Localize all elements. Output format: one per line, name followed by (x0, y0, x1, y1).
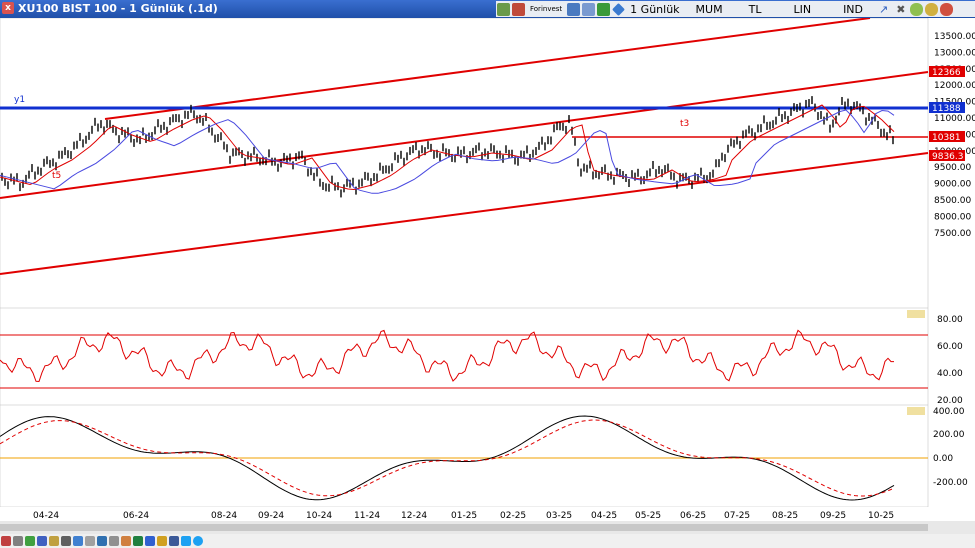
facebook-icon[interactable] (169, 536, 179, 546)
panel-buttons-icon[interactable] (907, 407, 925, 415)
app-icon-13[interactable] (145, 536, 155, 546)
channel-lower-line[interactable] (0, 152, 929, 275)
macd-tick-label: 0.00 (933, 454, 953, 464)
period-button[interactable]: 1 Günlük (630, 2, 680, 16)
price-tick-label: 8000.00 (934, 212, 971, 222)
annotation-t3: t3 (680, 119, 689, 129)
channel-middle-line[interactable] (0, 71, 929, 199)
price-tick-label: 11000.00 (934, 114, 975, 124)
time-tick-label: 11-24 (354, 511, 380, 521)
channel-upper-line[interactable] (104, 18, 871, 120)
time-tick-label: 09-24 (258, 511, 284, 521)
rsi-tick-label: 80.00 (937, 315, 963, 325)
close-window-icon[interactable] (940, 2, 954, 16)
rsi-tick-label: 60.00 (937, 342, 963, 352)
level-label-2: 11388 (932, 104, 961, 114)
scroll-bar[interactable] (0, 521, 975, 534)
pen-icon[interactable] (597, 2, 611, 16)
time-tick-label: 10-25 (868, 511, 894, 521)
macd-axis: 400.00 200.00 0.00 -200.00 (933, 407, 968, 488)
app-icon-14[interactable] (157, 536, 167, 546)
refresh-icon[interactable] (512, 2, 525, 16)
macd-signal-line (0, 419, 895, 497)
macd-tick-label: -200.00 (933, 478, 968, 488)
rsi-tick-label: 40.00 (937, 369, 963, 379)
price-tick-label: 9500.00 (934, 163, 971, 173)
currency-button[interactable]: TL (748, 2, 762, 16)
level-label-4: 9836.3 (932, 152, 964, 162)
app-icon-8[interactable] (85, 536, 95, 546)
time-tick-label: 06-25 (680, 511, 706, 521)
time-tick-label: 06-24 (123, 511, 149, 521)
minimize-icon[interactable] (910, 2, 924, 16)
price-tick-label: 12000.00 (934, 81, 975, 91)
time-tick-label: 02-25 (500, 511, 526, 521)
time-tick-label: 08-25 (772, 511, 798, 521)
time-tick-label: 10-24 (306, 511, 332, 521)
compare-icon[interactable] (582, 2, 596, 16)
app-icon-9[interactable] (97, 536, 107, 546)
chart-toolbar: Forinvest 1 Günlük MUM TL LIN IND ↗ ✖ (496, 1, 975, 17)
price-tick-label: 9000.00 (934, 180, 971, 190)
close-icon[interactable]: x (2, 2, 14, 14)
app-icon-11[interactable] (121, 536, 131, 546)
panel-buttons-icon[interactable] (907, 310, 925, 318)
time-tick-label: 04-24 (33, 511, 59, 521)
macd-tick-label: 400.00 (933, 407, 965, 417)
tools-icon[interactable] (497, 2, 510, 16)
time-tick-label: 09-25 (820, 511, 846, 521)
macd-chart[interactable]: 400.00 200.00 0.00 -200.00 (0, 405, 975, 507)
moving-average-blue (0, 109, 895, 194)
expand-icon[interactable]: ↗ (879, 2, 889, 16)
candles (1, 96, 894, 198)
time-tick-label: 03-25 (546, 511, 572, 521)
bottom-toolbar (0, 534, 975, 548)
grid-icon[interactable] (567, 2, 581, 16)
level-label-1: 12366 (932, 68, 961, 78)
app-icon-6[interactable] (61, 536, 71, 546)
price-tick-label: 13000.00 (934, 48, 975, 58)
rsi-tick-label: 20.00 (937, 396, 963, 405)
annotation-t5: t5 (52, 171, 61, 181)
app-icon-4[interactable] (37, 536, 47, 546)
chart-type-button[interactable]: MUM (695, 2, 723, 16)
window-title: XU100 BIST 100 - 1 Günlük (.1d) (18, 2, 218, 15)
diamond-icon[interactable] (612, 2, 626, 16)
price-tick-label: 8500.00 (934, 196, 971, 206)
time-tick-label: 08-24 (211, 511, 237, 521)
app-icon-3[interactable] (25, 536, 35, 546)
time-tick-label: 04-25 (591, 511, 617, 521)
time-tick-label: 05-25 (635, 511, 661, 521)
twitter-icon[interactable] (181, 536, 191, 546)
price-level-labels: 12366 11388 10381 9836.3 (929, 66, 965, 162)
app-icon-7[interactable] (73, 536, 83, 546)
app-icon-1[interactable] (1, 536, 11, 546)
moving-average-red (0, 104, 895, 191)
rsi-axis: 80.00 60.00 40.00 20.00 (937, 315, 963, 405)
level-label-3: 10381 (932, 133, 961, 143)
macd-tick-label: 200.00 (933, 430, 965, 440)
excel-icon[interactable] (133, 536, 143, 546)
scale-button[interactable]: LIN (793, 2, 812, 16)
app-icon-2[interactable] (13, 536, 23, 546)
annotation-y1: y1 (14, 95, 25, 105)
maximize-icon[interactable] (925, 2, 939, 16)
time-tick-label: 12-24 (401, 511, 427, 521)
time-tick-label: 01-25 (451, 511, 477, 521)
rsi-chart[interactable]: 80.00 60.00 40.00 20.00 (0, 308, 975, 405)
app-icon-10[interactable] (109, 536, 119, 546)
price-tick-label: 7500.00 (934, 229, 971, 239)
skype-icon[interactable] (193, 536, 203, 546)
time-axis: 04-24 06-24 08-24 09-24 10-24 11-24 12-24 01-25… (0, 507, 975, 521)
price-chart[interactable]: 13500.0013000.0012500.0012000.0011500.00… (0, 18, 975, 308)
time-tick-label: 07-25 (724, 511, 750, 521)
forinvest-button[interactable]: Forinvest (530, 5, 563, 13)
rsi-line (0, 329, 894, 383)
indicator-button[interactable]: IND (843, 2, 864, 16)
app-icon-5[interactable] (49, 536, 59, 546)
wrench-icon[interactable]: ✖ (896, 2, 906, 16)
price-tick-label: 13500.00 (934, 32, 975, 42)
